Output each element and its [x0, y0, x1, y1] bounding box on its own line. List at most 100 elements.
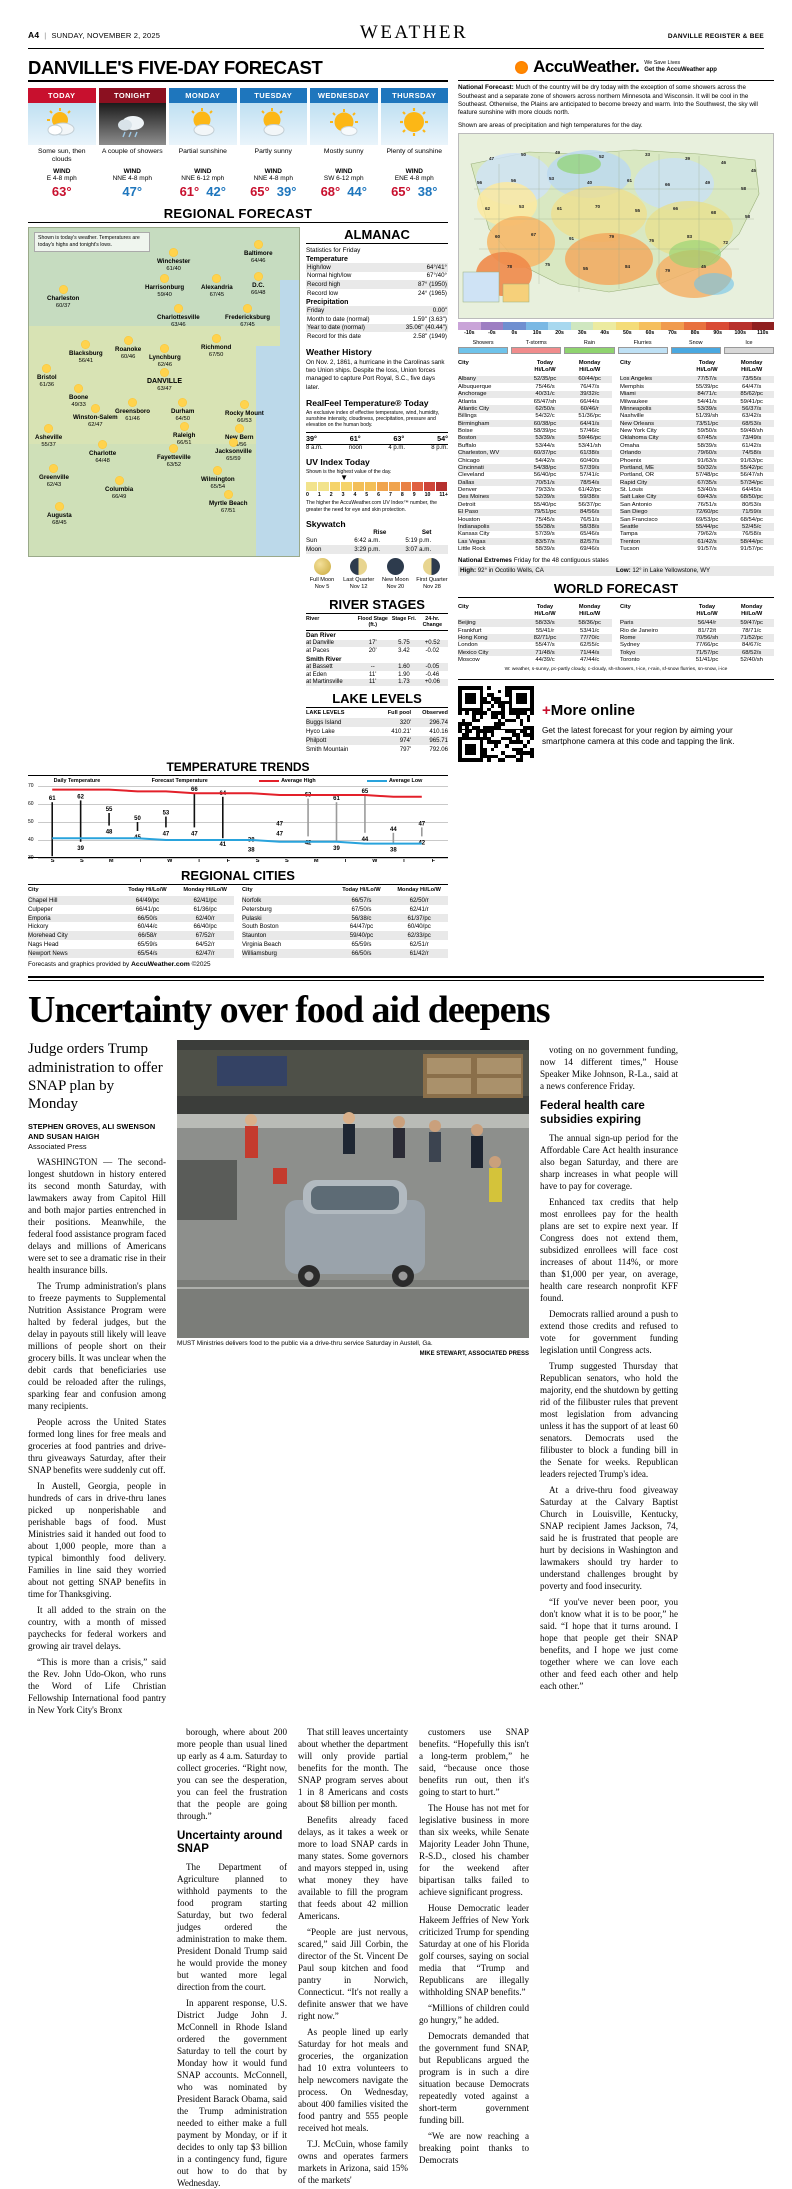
qr-module [468, 689, 473, 694]
qr-module [490, 700, 495, 705]
qr-code[interactable] [458, 686, 534, 763]
cell-today: 55/38/s [535, 523, 555, 530]
table-row: Seattle 55/44/pc 52/45/c [620, 523, 774, 531]
map-temp-label: 60 [495, 234, 501, 240]
river-stage: 1.90 [398, 671, 410, 678]
qr-module [526, 711, 531, 716]
day-description: A couple of showers [101, 148, 163, 155]
map-city-rocky-mount: Rocky Mount 66/53 [225, 400, 264, 425]
legend-average-high: Average High [259, 778, 316, 784]
temperature-trends-title: TEMPERATURE TRENDS [28, 760, 448, 777]
almanac-row-value: 1.59" (3.63") [412, 315, 447, 323]
publication-name: DANVILLE REGISTER & BEE [667, 33, 764, 40]
day-label: WEDNESDAY [310, 88, 378, 103]
national-cities-right-rows: Los Angeles 77/57/s 73/55/s Memphis 55/39/pc… [620, 375, 774, 553]
river-change: -0.05 [425, 664, 440, 671]
table-row: San Antonio 76/51/s 80/53/s [620, 501, 774, 508]
wind-label: WIND [123, 168, 141, 175]
article-paragraph: As people lined up early Saturday for ho… [298, 2026, 408, 2133]
cell-city: Boston [458, 435, 477, 442]
promo-text-block: +More online Get the latest forecast for… [542, 700, 774, 749]
legend-daily-temperature: Daily Temperature [54, 778, 101, 784]
river-stage: 3.42 [398, 648, 410, 655]
col-monday: Monday Hi/Lo/W [567, 604, 612, 618]
cell-city: Tampa [620, 531, 638, 538]
temp-high: 63° [51, 184, 72, 199]
map-city-name: Asheville [35, 434, 63, 441]
uv-scale-number: 3 [341, 492, 345, 499]
qr-module [458, 715, 462, 719]
cell-monday: 78/71/c [741, 627, 762, 634]
cell-city: Mexico City [458, 649, 489, 656]
table-row: South Boston 64/47/pc 60/40/pc [242, 922, 448, 931]
lake-name: Smith Mountain [306, 746, 349, 754]
qr-module [512, 693, 516, 697]
qr-module [526, 754, 531, 759]
qr-module [501, 689, 506, 694]
map-city-temps: 65/56 [232, 441, 247, 448]
table-row: Chicago 54/42/s 60/40/s [458, 457, 612, 464]
cell-monday: 78/54/s [579, 479, 600, 486]
table-row: Little Rock 58/39/s 69/46/s [458, 545, 612, 552]
day-temps: 47° [99, 184, 167, 199]
cell-city: New Orleans [620, 420, 655, 427]
chart-value-label: 44 [390, 827, 397, 833]
qr-module [523, 715, 527, 719]
temp-low: 47° [122, 184, 143, 199]
masthead-left: A4 | SUNDAY, NOVEMBER 2, 2025 [28, 30, 160, 40]
cell-monday: 51/36/pc [578, 413, 601, 420]
qr-module [515, 725, 520, 730]
cell-today: 67/50/s [351, 905, 372, 913]
uv-segment [424, 482, 437, 492]
sun-icon [90, 404, 100, 413]
qr-module [494, 733, 498, 737]
cell-today: 67/35/s [697, 479, 717, 486]
qr-module [497, 751, 502, 755]
table-row: Nashville 51/39/sh 63/42/s [620, 413, 774, 420]
map-city-name: Augusta [47, 512, 72, 519]
national-forecast-label: National Forecast: [458, 84, 514, 91]
cell-monday: 62/51/r [409, 940, 429, 948]
cell-city: Petersburg [242, 905, 272, 913]
cell-city: Williamsburg [242, 949, 277, 957]
cell-today: 44/39/c [535, 657, 555, 664]
cell-monday: 57/41/c [579, 472, 600, 479]
cell-today: 91/57/s [697, 546, 717, 553]
online-promo[interactable]: +More online Get the latest forecast for… [458, 679, 774, 763]
almanac-panel: ALMANAC Statistics for Friday Temperatur… [306, 227, 448, 754]
wind-value: NNE 6-12 mph [181, 175, 225, 182]
river-row: at Bassett -- 1.60 -0.05 [306, 663, 448, 671]
cell-city: Orlando [620, 450, 641, 457]
table-row: Cincinnati 54/38/pc 57/39/s [458, 464, 612, 472]
cell-city: Oklahoma City [620, 435, 659, 442]
cell-city: Las Vegas [458, 538, 486, 545]
skywatch-set: 5:19 p.m. [405, 536, 432, 544]
qr-module [526, 729, 531, 734]
moon-disc-icon [386, 557, 404, 575]
almanac-row: Friday 0.00" [306, 306, 448, 315]
sun-icon [223, 490, 233, 499]
cell-city: Newport News [28, 949, 68, 957]
qr-module [476, 722, 480, 726]
accuweather-credit: Forecasts and graphics provided by AccuW… [28, 961, 448, 968]
lake-row: Buggs Island 320' 296.74 [306, 718, 448, 728]
article-body: Judge orders Trump administration to off… [28, 1040, 764, 1715]
qr-module [490, 686, 495, 690]
map-city-greensboro: Greensboro 61/46 [115, 398, 150, 423]
qr-module [486, 747, 491, 752]
temperature-trends-chart: 3040506070613162395548504553476647644138… [28, 783, 448, 861]
article-paragraph: T.J. McCuin, whose family owns and opera… [298, 2138, 408, 2185]
scale-swatch [525, 322, 549, 331]
cell-monday: 39/32/c [579, 391, 600, 398]
cell-today: 84/71/c [697, 391, 717, 398]
table-row: Culpeper 66/41/pc 61/36/pc [28, 905, 234, 914]
chart-value-label: 61 [333, 797, 340, 803]
wind-value: NNE 4-8 mph [112, 175, 152, 182]
almanac-precip-label: Precipitation [306, 299, 349, 307]
almanac-row: High/low 64°/41° [306, 263, 448, 272]
almanac-row: Month to date (normal) 1.59" (3.63") [306, 315, 448, 324]
article-paragraph: “We are now reaching a breaking point th… [419, 2130, 529, 2165]
cell-today: 55/44/pc [695, 523, 719, 530]
issue-date: SUNDAY, NOVEMBER 2, 2025 [51, 31, 161, 40]
weather-history-title: Weather History [306, 346, 372, 357]
